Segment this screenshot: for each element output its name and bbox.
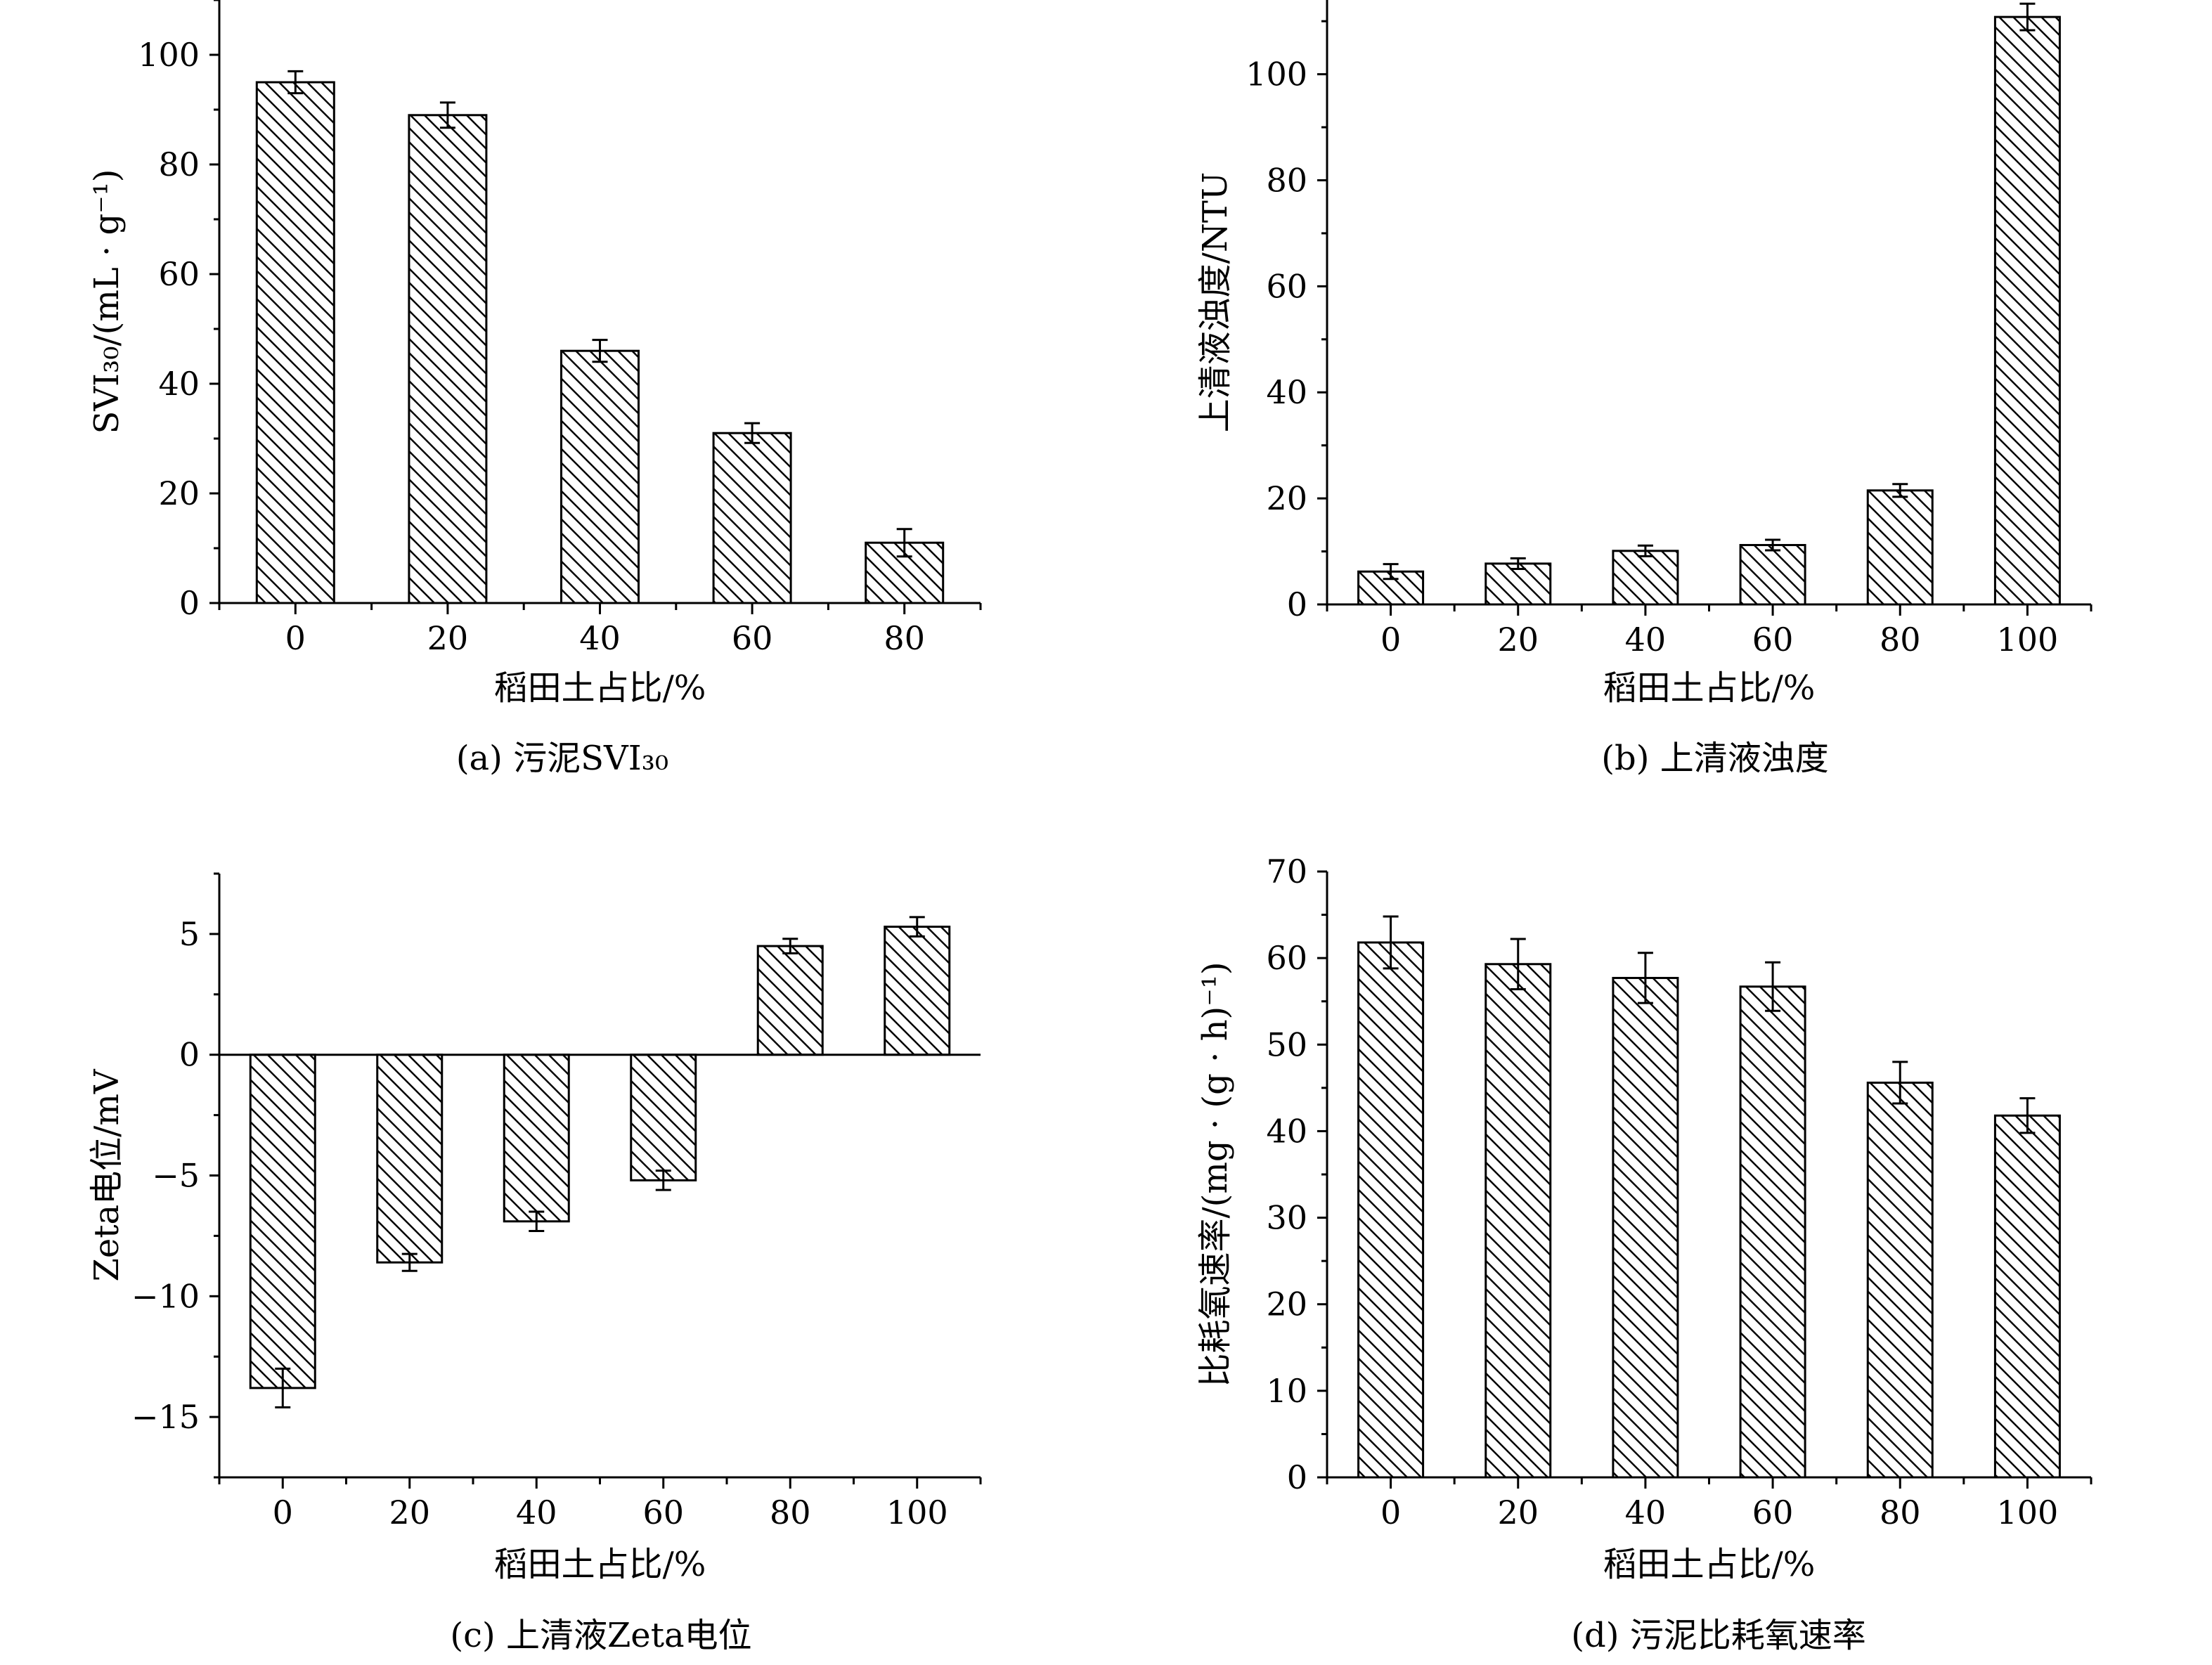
bar (560, 349, 640, 604)
y-tick-label: 20 (158, 474, 200, 512)
x-tick-label: 0 (1380, 1494, 1401, 1531)
bar (884, 926, 951, 1056)
x-tick-label: 80 (884, 619, 925, 657)
x-tick-label: 80 (770, 1494, 811, 1531)
panel-c-caption: (c) 上清液Zeta电位 (450, 1616, 751, 1655)
bar (756, 945, 824, 1056)
y-axis-title: Zeta电位/mV (87, 1068, 127, 1281)
y-tick-label: 0 (179, 1036, 200, 1074)
x-tick-label: 60 (1752, 621, 1794, 659)
bar (249, 1054, 316, 1389)
x-tick-label: 40 (1625, 1494, 1667, 1531)
panel-d-caption: (d) 污泥比耗氧速率 (1571, 1616, 1865, 1655)
y-tick-label: 40 (158, 365, 200, 403)
x-tick-label: 20 (427, 619, 469, 657)
y-tick-label: 80 (158, 145, 200, 183)
panel-a-svi30-chart: 0 20 40 60 80 100 0 20 40 60 80 稻田土占比/% SVI₃₀/(mL · … (87, 0, 982, 708)
x-tick-label: 40 (1625, 621, 1667, 659)
y-tick-label: 30 (1266, 1199, 1307, 1237)
y-tick-label: −15 (131, 1398, 200, 1436)
x-tick-label: 40 (579, 619, 621, 657)
bar (255, 81, 335, 604)
x-tick-label: 60 (1752, 1494, 1794, 1531)
x-axis-title: 稻田土占比/% (1603, 668, 1816, 708)
bar (1739, 985, 1806, 1479)
y-tick-label: 60 (158, 255, 200, 293)
panel-b-turbidity-chart: 0 20 40 60 80 100 0 20 40 60 80 100 稻田土占比/% 上清液浊度/NTU (1196, 0, 2093, 708)
y-tick-label: 0 (179, 584, 200, 622)
bar (1866, 1081, 1934, 1479)
y-tick-label: 60 (1266, 939, 1307, 977)
x-tick-label: 0 (1380, 621, 1401, 659)
x-tick-label: 100 (1997, 1494, 2059, 1531)
y-tick-label: 100 (1246, 56, 1307, 93)
x-tick-label: 0 (273, 1494, 293, 1531)
x-tick-label: 80 (1880, 1494, 1921, 1531)
x-axis-title: 稻田土占比/% (494, 1545, 706, 1584)
x-tick-label: 100 (886, 1494, 948, 1531)
y-tick-label: 50 (1266, 1025, 1307, 1063)
bar (1485, 963, 1552, 1479)
x-axis-title: 稻田土占比/% (1603, 1545, 1816, 1584)
y-tick-label: 0 (1287, 1458, 1307, 1496)
bar (630, 1054, 697, 1181)
panel-c-zeta-potential-chart: −15 −10 −5 0 5 0 20 40 60 80 100 稻田土占比/% Zeta电位/mV (87, 872, 982, 1584)
x-tick-label: 20 (389, 1494, 430, 1531)
x-tick-label: 80 (1880, 621, 1921, 659)
bar (712, 432, 792, 604)
x-axis-title: 稻田土占比/% (494, 668, 706, 708)
bar (1485, 562, 1552, 606)
y-tick-label: −10 (131, 1277, 200, 1315)
bar (1993, 1114, 2061, 1479)
y-tick-label: 60 (1266, 267, 1307, 305)
x-tick-label: 40 (516, 1494, 557, 1531)
x-tick-label: 20 (1497, 621, 1539, 659)
y-tick-label: −5 (152, 1157, 200, 1195)
bar (376, 1054, 444, 1264)
y-tick-label: 80 (1266, 161, 1307, 199)
y-axis-title: 上清液浊度/NTU (1196, 172, 1235, 433)
bar (1739, 544, 1806, 606)
y-axis-title: 比耗氧速率/(mg · (g · h)⁻¹) (1196, 961, 1235, 1387)
bar (1357, 941, 1425, 1479)
x-tick-label: 0 (285, 619, 306, 657)
y-tick-label: 0 (1287, 585, 1307, 623)
x-tick-label: 60 (732, 619, 773, 657)
y-tick-label: 40 (1266, 1112, 1307, 1150)
y-tick-label: 20 (1266, 1285, 1307, 1323)
y-tick-label: 40 (1266, 373, 1307, 411)
bar (1612, 976, 1679, 1479)
panel-d-oxygen-uptake-chart: 0 10 20 30 40 50 60 70 0 20 40 60 80 100 稻田土占比/% 比耗氧速率/… (1196, 853, 2093, 1584)
y-tick-label: 10 (1266, 1372, 1307, 1410)
bar (1993, 15, 2061, 606)
y-tick-label: 70 (1266, 853, 1307, 890)
y-tick-label: 20 (1266, 479, 1307, 517)
bar (1612, 550, 1679, 606)
x-tick-label: 100 (1997, 621, 2059, 659)
bar (1866, 489, 1934, 606)
x-tick-label: 20 (1497, 1494, 1539, 1531)
y-tick-label: 5 (179, 915, 200, 953)
panel-b-caption: (b) 上清液浊度 (1601, 739, 1828, 778)
bar (503, 1054, 570, 1223)
panel-a-caption: (a) 污泥SVI₃₀ (456, 739, 668, 778)
x-tick-label: 60 (642, 1494, 684, 1531)
bar (408, 114, 488, 604)
y-tick-label: 100 (138, 36, 200, 74)
y-axis-title: SVI₃₀/(mL · g⁻¹) (87, 169, 127, 434)
